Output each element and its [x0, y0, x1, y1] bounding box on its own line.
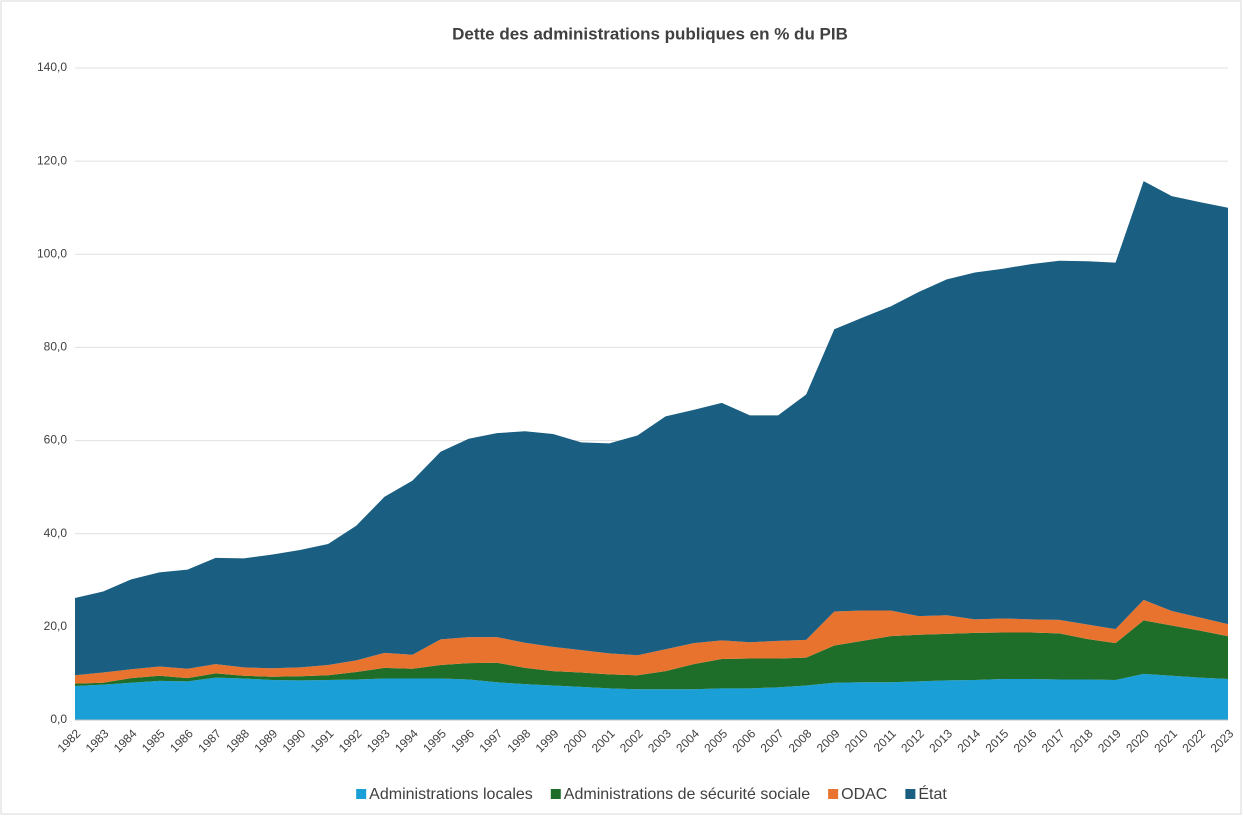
y-tick-label: 20,0 — [44, 619, 68, 633]
y-tick-label: 0,0 — [50, 712, 67, 726]
area — [75, 620, 1228, 690]
area — [75, 599, 1228, 684]
y-tick-label: 100,0 — [37, 246, 67, 260]
y-tick-label: 60,0 — [44, 433, 68, 447]
chart-title: Dette des administrations publiques en %… — [452, 24, 848, 43]
legend-swatch — [356, 789, 367, 799]
legend-swatch — [905, 789, 916, 799]
y-tick-label: 140,0 — [37, 60, 67, 74]
area — [75, 673, 1228, 720]
legend-swatch — [828, 789, 839, 799]
y-tick-label: 120,0 — [37, 153, 67, 167]
y-tick-label: 40,0 — [44, 526, 68, 540]
legend: Administrations locales Administrations d… — [356, 784, 947, 803]
legend-label: ODAC — [841, 786, 887, 803]
legend-swatch — [550, 789, 561, 799]
legend-label: Administrations locales — [369, 786, 533, 803]
legend-label: Administrations de sécurité sociale — [564, 786, 810, 803]
y-tick-label: 80,0 — [44, 340, 68, 354]
area — [75, 181, 1228, 676]
legend-label: État — [918, 784, 947, 803]
